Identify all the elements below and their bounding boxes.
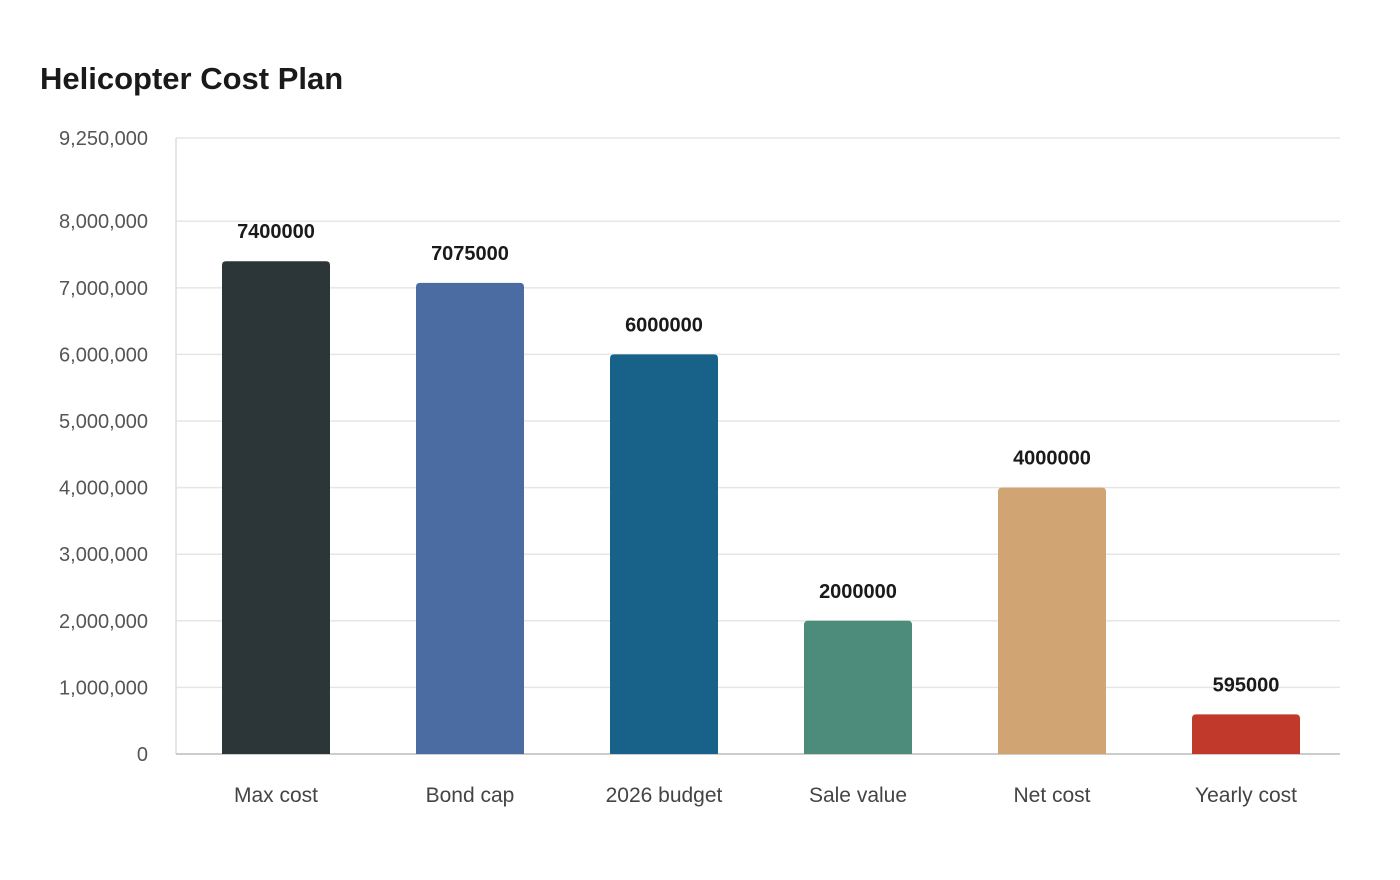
- x-axis-category-labels: Max cost Bond cap 2026 budget Sale value Net…: [234, 784, 1297, 807]
- x-category-label: Net cost: [1013, 784, 1090, 807]
- bars: [222, 261, 1300, 754]
- data-label: 4000000: [1013, 448, 1091, 470]
- data-label: 2000000: [819, 581, 897, 603]
- data-label: 7400000: [237, 221, 315, 243]
- bar-net-cost: [998, 487, 1106, 754]
- x-category-label: Bond cap: [426, 784, 515, 807]
- data-labels: 7400000 7075000 6000000 2000000 4000000 59500…: [237, 221, 1279, 696]
- y-tick-label: 5,000,000: [59, 411, 148, 433]
- y-tick-label: 0: [137, 744, 148, 766]
- bar-max-cost: [222, 261, 330, 754]
- data-label: 7075000: [431, 243, 509, 265]
- bar-sale-value: [804, 620, 912, 754]
- y-tick-label: 2,000,000: [59, 611, 148, 633]
- gridlines: [176, 137, 1340, 689]
- y-tick-label: 3,000,000: [59, 544, 148, 566]
- x-category-label: Sale value: [809, 784, 907, 807]
- y-tick-label: 6,000,000: [59, 344, 148, 366]
- y-tick-label: 1,000,000: [59, 677, 148, 699]
- data-label: 6000000: [625, 314, 703, 336]
- y-tick-label: 8,000,000: [59, 211, 148, 233]
- chart-title: Helicopter Cost Plan: [40, 61, 344, 96]
- x-category-label: Yearly cost: [1195, 784, 1297, 807]
- x-category-label: Max cost: [234, 784, 318, 807]
- y-tick-label: 4,000,000: [59, 478, 148, 500]
- bar-yearly-cost: [1192, 714, 1300, 754]
- y-tick-label: 9,250,000: [59, 128, 148, 150]
- bar-2026-budget: [610, 354, 718, 754]
- data-label: 595000: [1213, 674, 1280, 696]
- y-axis-tick-labels: 0 1,000,000 2,000,000 3,000,000 4,000,000 5,0…: [59, 128, 148, 766]
- y-tick-label: 7,000,000: [59, 278, 148, 300]
- bar-bond-cap: [416, 282, 524, 754]
- x-category-label: 2026 budget: [606, 784, 723, 807]
- axes: [175, 138, 1340, 755]
